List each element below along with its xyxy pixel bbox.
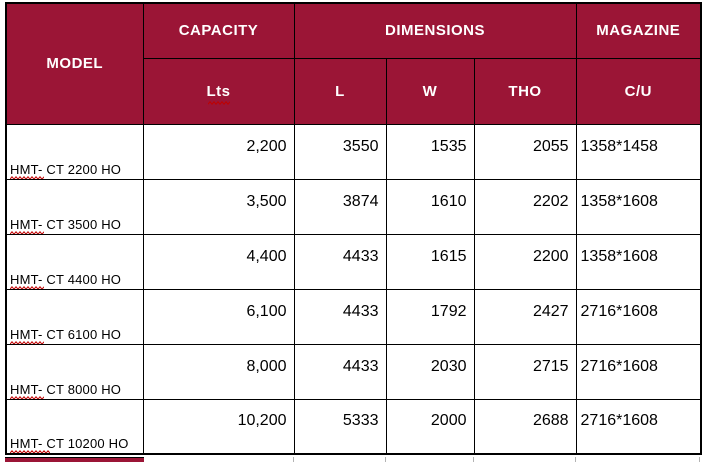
table-row: HMT- CT 4400 HO 4,400 4433 1615 2200 135… (5, 233, 702, 290)
table-row: HMT- CT 2200 HO 2,200 3550 1535 2055 135… (5, 123, 702, 180)
cu-cell: 1358*1608 (575, 233, 702, 290)
width-cell: 1615 (385, 233, 475, 290)
cu-cell: 2716*1608 (575, 343, 702, 400)
tho-cell: 2427 (473, 288, 577, 345)
width-cell: 2030 (385, 343, 475, 400)
tho-cell: 2688 (473, 398, 577, 455)
cu-column-header: C/U (575, 57, 702, 125)
model-cell: HMT- CT 2200 HO (5, 123, 144, 180)
tho-cell: 2715 (473, 343, 577, 400)
capacity-group-header: CAPACITY (142, 2, 295, 59)
header-row-groups: MODEL CAPACITY DIMENSIONS MAGAZINE (5, 2, 702, 125)
length-cell: 3874 (293, 178, 387, 235)
cu-cell: 2716*1608 (575, 288, 702, 345)
table-row: HMT- CT 10200 HO 10,200 5333 2000 2688 2… (5, 398, 702, 455)
capacity-cell: 10,200 (142, 398, 295, 455)
capacity-cell: 8,000 (142, 343, 295, 400)
capacity-cell: 3,500 (142, 178, 295, 235)
width-cell: 1610 (385, 178, 475, 235)
length-cell: 5333 (293, 398, 387, 455)
spellcheck-squiggle (207, 100, 230, 105)
tho-cell: 2055 (473, 123, 577, 180)
model-cell: HMT- CT 6100 HO (5, 288, 144, 345)
model-label: HMT- CT 3500 HO (10, 216, 122, 232)
model-label: HMT- CT 6100 HO (10, 326, 122, 342)
length-cell: 4433 (293, 343, 387, 400)
gridline-stub (699, 457, 700, 462)
tho-column-header: THO (473, 57, 577, 125)
model-label: HMT- CT 10200 HO (10, 436, 129, 451)
model-cell: HMT- CT 3500 HO (5, 178, 144, 235)
cu-cell: 1358*1458 (575, 123, 702, 180)
gridline-stub (293, 457, 294, 462)
length-cell: 4433 (293, 233, 387, 290)
width-cell: 2000 (385, 398, 475, 455)
gridline-stub (385, 457, 386, 462)
model-column-header: MODEL (5, 2, 144, 125)
model-label: HMT- CT 4400 HO (10, 271, 122, 287)
table-row: HMT- CT 6100 HO 6,100 4433 1792 2427 271… (5, 288, 702, 345)
capacity-cell: 4,400 (142, 233, 295, 290)
cu-cell: 2716*1608 (575, 398, 702, 455)
next-row-sliver (5, 457, 144, 462)
header-row-units: Lts L W THO C/U (6, 57, 702, 125)
product-spec-table: MODEL CAPACITY DIMENSIONS MAGAZINE Lts L… (5, 2, 703, 455)
table-row: HMT- CT 8000 HO 8,000 4433 2030 2715 271… (5, 343, 702, 400)
model-label: HMT- CT 8000 HO (10, 381, 122, 397)
model-cell: HMT- CT 4400 HO (5, 233, 144, 290)
cu-cell: 1358*1608 (575, 178, 702, 235)
lts-column-header: Lts (142, 57, 295, 125)
table-row: HMT- CT 3500 HO 3,500 3874 1610 2202 135… (5, 178, 702, 235)
magazine-group-header: MAGAZINE (575, 2, 702, 59)
gridline-stub (575, 457, 576, 462)
model-cell: HMT- CT 10200 HO (5, 398, 144, 455)
length-cell: 3550 (293, 123, 387, 180)
capacity-cell: 6,100 (142, 288, 295, 345)
capacity-cell: 2,200 (142, 123, 295, 180)
model-label: HMT- CT 2200 HO (10, 161, 122, 177)
dimensions-group-header: DIMENSIONS (293, 2, 577, 59)
lts-label: Lts (206, 82, 231, 100)
width-column-header: W (385, 57, 475, 125)
model-cell: HMT- CT 8000 HO (5, 343, 144, 400)
gridline-stub (473, 457, 474, 462)
length-cell: 4433 (293, 288, 387, 345)
width-cell: 1535 (385, 123, 475, 180)
tho-cell: 2200 (473, 233, 577, 290)
tho-cell: 2202 (473, 178, 577, 235)
width-cell: 1792 (385, 288, 475, 345)
length-column-header: L (293, 57, 387, 125)
